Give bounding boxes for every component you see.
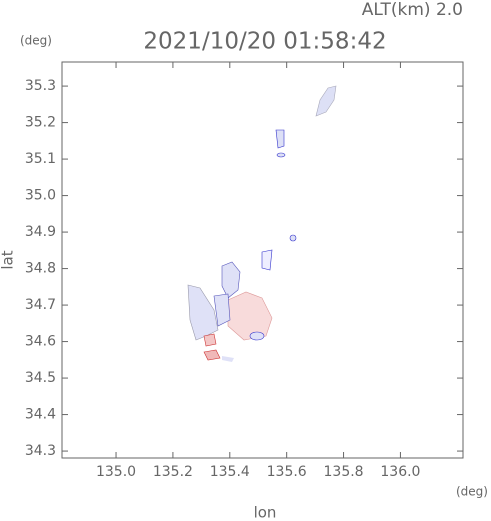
x-axis-label: lon [254,504,277,521]
y-tick-label: 35.2 [25,115,56,131]
y-tick-label: 35.3 [25,78,56,94]
y-tick-label: 34.7 [25,297,56,313]
x-tick-label: 135.8 [324,464,364,480]
x-tick-label: 135.0 [96,464,136,480]
y-tick-label: 34.6 [25,334,56,350]
x-tick-label: 135.6 [267,464,307,480]
y-tick-label: 35.0 [25,188,56,204]
y-tick-label: 34.5 [25,370,56,386]
x-tick-label: 135.4 [210,464,250,480]
chart-title: 2021/10/20 01:58:42 [143,29,386,55]
plot-frame [61,61,464,459]
x-tick-label: 135.2 [153,464,193,480]
x-tick-label: 136.0 [380,464,420,480]
echoes [187,85,337,362]
y-unit: (deg) [20,34,52,48]
x-unit: (deg) [456,485,488,499]
altitude-label: ALT(km) 2.0 [362,0,463,20]
y-tick-label: 34.3 [25,443,56,459]
y-tick-label: 34.9 [25,224,56,240]
y-tick-label: 34.8 [25,261,56,277]
y-tick-label: 34.4 [25,407,56,423]
y-axis-label: lat [0,250,17,269]
y-tick-label: 35.1 [25,151,56,167]
